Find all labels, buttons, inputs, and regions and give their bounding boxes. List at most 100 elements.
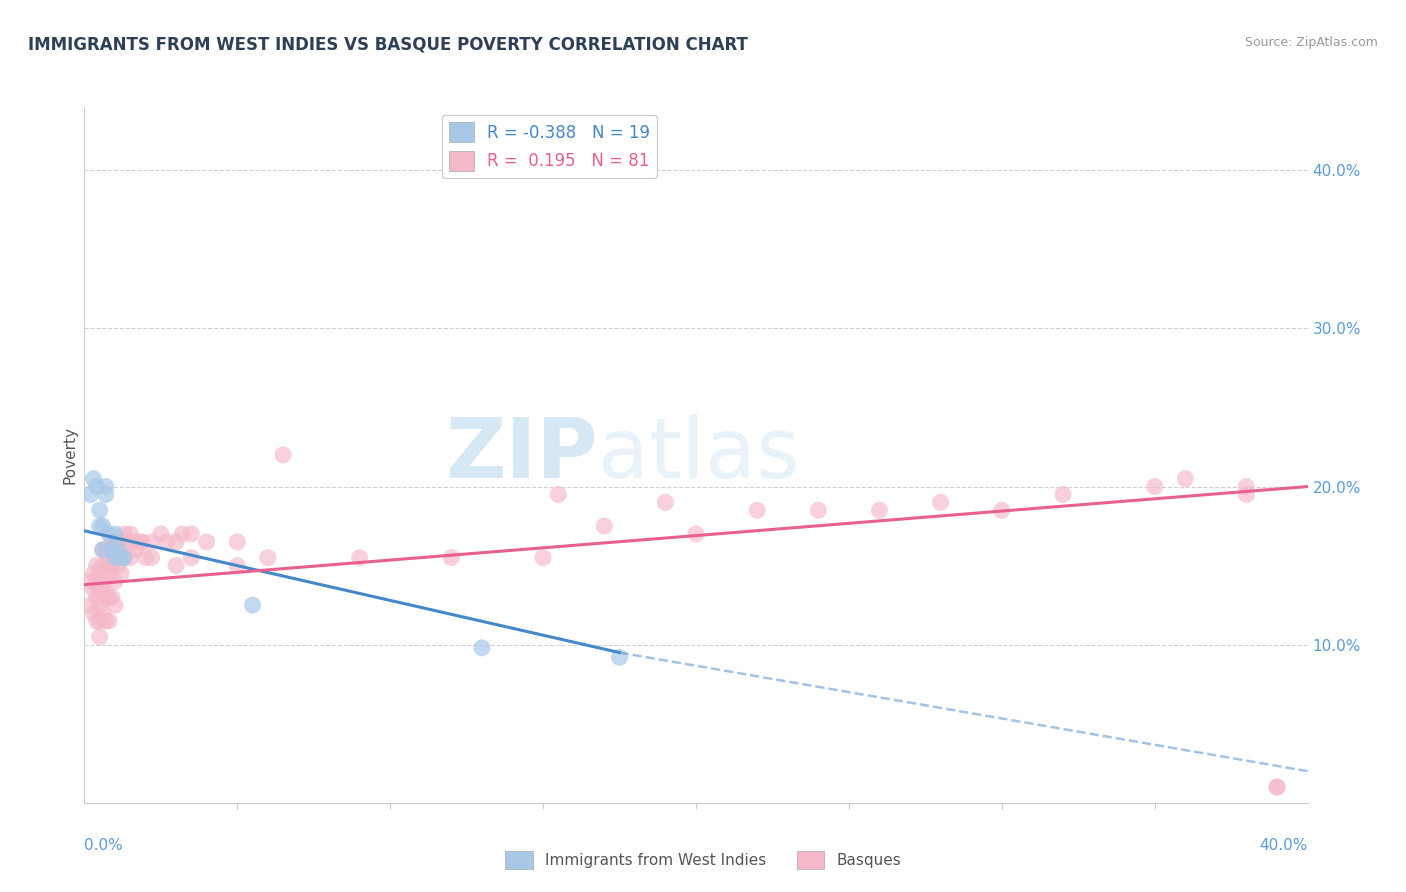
Point	[94, 542, 117, 557]
Point	[172, 527, 194, 541]
Point	[89, 614, 111, 628]
Point	[91, 606, 114, 620]
Point	[593, 519, 616, 533]
Point	[1265, 780, 1288, 794]
Point	[104, 550, 127, 565]
Point	[79, 487, 101, 501]
Point	[86, 591, 108, 605]
Point	[609, 650, 631, 665]
Point	[94, 479, 117, 493]
Point	[1265, 780, 1288, 794]
Point	[91, 519, 114, 533]
Text: 40.0%: 40.0%	[1260, 838, 1308, 854]
Point	[180, 550, 202, 565]
Point	[122, 534, 145, 549]
Point	[1052, 487, 1074, 501]
Point	[110, 542, 132, 557]
Point	[89, 503, 111, 517]
Point	[1143, 479, 1166, 493]
Point	[97, 527, 120, 541]
Point	[83, 582, 105, 597]
Point	[107, 558, 129, 573]
Point	[195, 534, 218, 549]
Point	[128, 534, 150, 549]
Point	[94, 614, 117, 628]
Text: 0.0%: 0.0%	[84, 838, 124, 854]
Point	[685, 527, 707, 541]
Point	[131, 534, 153, 549]
Point	[97, 614, 120, 628]
Point	[110, 550, 132, 565]
Point	[89, 598, 111, 612]
Point	[869, 503, 891, 517]
Point	[101, 534, 124, 549]
Point	[180, 527, 202, 541]
Point	[86, 614, 108, 628]
Point	[226, 558, 249, 573]
Point	[86, 479, 108, 493]
Point	[89, 582, 111, 597]
Point	[91, 542, 114, 557]
Point	[226, 534, 249, 549]
Point	[107, 534, 129, 549]
Point	[991, 503, 1014, 517]
Point	[120, 527, 142, 541]
Point	[104, 574, 127, 589]
Legend: R = -0.388   N = 19, R =  0.195   N = 81: R = -0.388 N = 19, R = 0.195 N = 81	[441, 115, 657, 178]
Point	[471, 640, 494, 655]
Point	[104, 550, 127, 565]
Point	[112, 550, 135, 565]
Point	[110, 566, 132, 581]
Point	[94, 574, 117, 589]
Text: atlas: atlas	[598, 415, 800, 495]
Point	[94, 558, 117, 573]
Text: IMMIGRANTS FROM WEST INDIES VS BASQUE POVERTY CORRELATION CHART: IMMIGRANTS FROM WEST INDIES VS BASQUE PO…	[28, 36, 748, 54]
Legend: Immigrants from West Indies, Basques: Immigrants from West Indies, Basques	[499, 845, 907, 875]
Point	[83, 566, 105, 581]
Point	[242, 598, 264, 612]
Point	[165, 534, 187, 549]
Point	[112, 527, 135, 541]
Point	[104, 598, 127, 612]
Point	[1234, 479, 1257, 493]
Point	[86, 574, 108, 589]
Point	[89, 519, 111, 533]
Point	[141, 550, 163, 565]
Point	[101, 542, 124, 557]
Point	[747, 503, 769, 517]
Point	[141, 534, 163, 549]
Point	[79, 574, 101, 589]
Point	[257, 550, 280, 565]
Point	[83, 606, 105, 620]
Point	[135, 550, 157, 565]
Point	[929, 495, 952, 509]
Point	[89, 566, 111, 581]
Point	[79, 598, 101, 612]
Point	[97, 550, 120, 565]
Point	[547, 487, 569, 501]
Point	[94, 487, 117, 501]
Point	[149, 527, 172, 541]
Y-axis label: Poverty: Poverty	[62, 425, 77, 484]
Point	[83, 472, 105, 486]
Point	[1234, 487, 1257, 501]
Point	[94, 591, 117, 605]
Point	[104, 527, 127, 541]
Point	[115, 534, 138, 549]
Point	[125, 542, 148, 557]
Point	[91, 582, 114, 597]
Point	[91, 558, 114, 573]
Point	[349, 550, 371, 565]
Point	[89, 630, 111, 644]
Point	[654, 495, 676, 509]
Point	[1174, 472, 1197, 486]
Point	[97, 566, 120, 581]
Point	[107, 542, 129, 557]
Point	[807, 503, 830, 517]
Point	[101, 558, 124, 573]
Point	[120, 550, 142, 565]
Point	[156, 534, 179, 549]
Point	[531, 550, 554, 565]
Point	[91, 542, 114, 557]
Point	[104, 534, 127, 549]
